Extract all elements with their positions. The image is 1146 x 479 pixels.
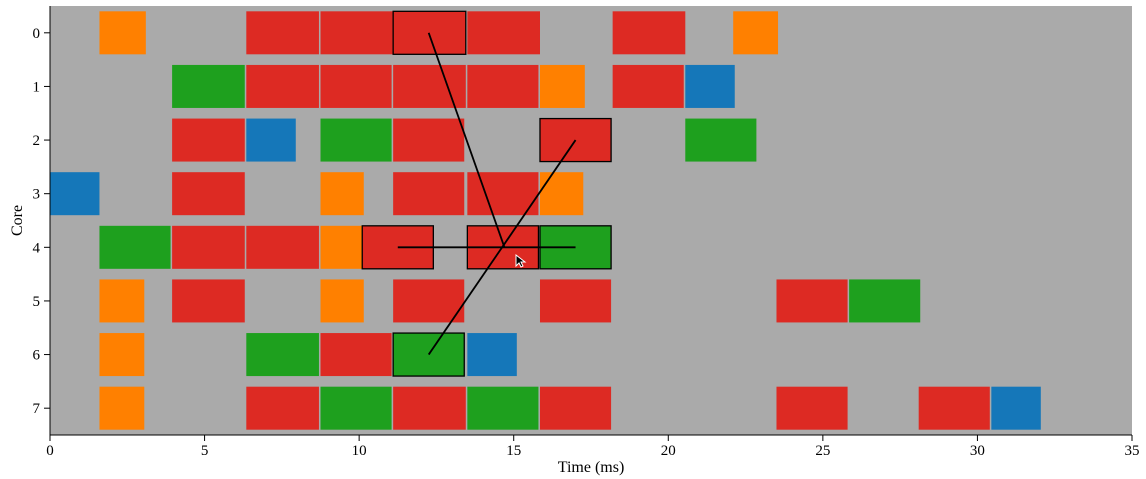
- task-bar[interactable]: [99, 279, 145, 323]
- task-bar[interactable]: [172, 172, 245, 216]
- task-bar[interactable]: [320, 118, 392, 162]
- task-bar[interactable]: [539, 64, 585, 108]
- task-bar[interactable]: [99, 386, 145, 430]
- task-bar[interactable]: [172, 279, 245, 323]
- task-bar[interactable]: [612, 64, 684, 108]
- x-tick-label: 25: [815, 443, 830, 459]
- task-bar[interactable]: [539, 225, 612, 270]
- mouse-cursor-icon: [515, 253, 527, 268]
- task-bar[interactable]: [246, 64, 319, 108]
- task-bar[interactable]: [172, 118, 245, 162]
- task-bar[interactable]: [685, 64, 735, 108]
- dependency-links: [397, 32, 577, 356]
- task-bars: [50, 10, 1041, 430]
- task-bar[interactable]: [246, 11, 319, 55]
- y-tick-label: 4: [33, 240, 41, 256]
- x-tick-label: 35: [1125, 443, 1140, 459]
- y-tick-label: 1: [33, 79, 41, 95]
- task-bar[interactable]: [393, 386, 466, 430]
- dependency-line: [427, 32, 506, 248]
- y-tick-label: 7: [33, 401, 41, 417]
- task-bar[interactable]: [320, 225, 363, 269]
- y-axis-title: Core: [9, 205, 26, 236]
- x-axis-title: Time (ms): [558, 459, 625, 476]
- task-bar[interactable]: [99, 333, 145, 377]
- cursor-arrow: [515, 253, 527, 268]
- task-bar[interactable]: [685, 118, 757, 162]
- task-bar[interactable]: [246, 386, 319, 430]
- task-bar[interactable]: [849, 279, 921, 323]
- task-bar[interactable]: [733, 11, 779, 55]
- task-bar[interactable]: [320, 279, 364, 323]
- task-bar[interactable]: [776, 279, 848, 323]
- task-bar[interactable]: [246, 225, 319, 269]
- y-tick-label: 6: [33, 348, 41, 364]
- task-bar[interactable]: [539, 117, 612, 163]
- task-bar[interactable]: [918, 386, 990, 430]
- x-tick-label: 20: [661, 443, 676, 459]
- task-bar[interactable]: [393, 172, 465, 216]
- task-bar[interactable]: [392, 332, 465, 377]
- task-bar[interactable]: [50, 172, 100, 216]
- task-bar[interactable]: [320, 64, 392, 108]
- x-tick-label: 10: [352, 443, 367, 459]
- task-bar[interactable]: [99, 11, 146, 55]
- axes: 0 5 10 15 20 25 30 35 0 1 2 3 4 5 6 7: [33, 6, 1140, 459]
- task-bar[interactable]: [539, 172, 584, 216]
- task-bar[interactable]: [467, 172, 539, 216]
- task-bar[interactable]: [320, 172, 364, 216]
- task-bar[interactable]: [246, 118, 296, 162]
- x-tick-label: 5: [201, 443, 209, 459]
- task-bar[interactable]: [467, 64, 539, 108]
- task-bar[interactable]: [320, 386, 392, 430]
- x-tick-label: 15: [506, 443, 521, 459]
- task-bar[interactable]: [467, 11, 540, 55]
- task-bar[interactable]: [172, 225, 245, 269]
- task-bar[interactable]: [393, 279, 465, 323]
- task-bar[interactable]: [393, 118, 465, 162]
- task-bar[interactable]: [246, 333, 319, 377]
- x-tick-label: 30: [970, 443, 985, 459]
- task-bar[interactable]: [393, 64, 466, 108]
- task-bar[interactable]: [612, 11, 686, 55]
- x-tick-label: 0: [46, 443, 54, 459]
- task-bar[interactable]: [539, 386, 612, 430]
- y-tick-label: 2: [33, 133, 41, 149]
- task-bar[interactable]: [320, 333, 392, 377]
- y-tick-label: 5: [33, 294, 41, 310]
- task-bar[interactable]: [99, 225, 171, 269]
- task-bar[interactable]: [467, 333, 517, 377]
- y-tick-label: 0: [33, 26, 41, 42]
- task-bar[interactable]: [467, 386, 539, 430]
- task-bar[interactable]: [776, 386, 848, 430]
- y-tick-label: 3: [33, 187, 41, 203]
- task-bar[interactable]: [320, 11, 394, 55]
- task-bar[interactable]: [172, 64, 245, 108]
- task-bar[interactable]: [539, 279, 612, 323]
- task-bar[interactable]: [991, 386, 1041, 430]
